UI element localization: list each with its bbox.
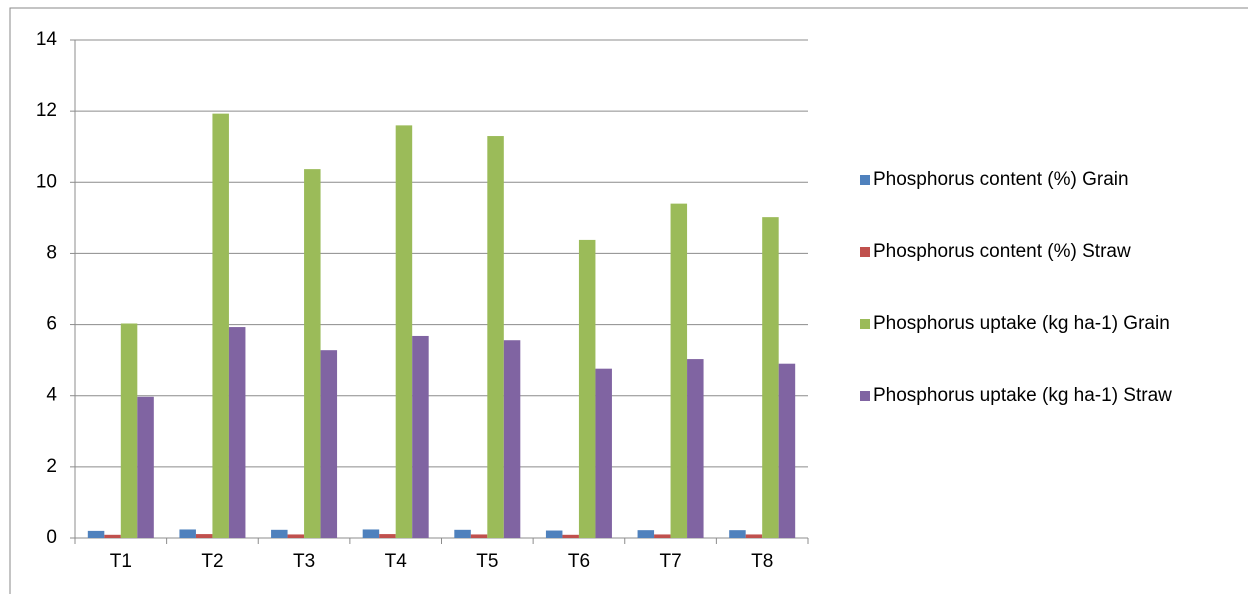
- x-tick-label: T1: [110, 551, 132, 572]
- x-tick-label: T8: [751, 551, 773, 572]
- x-tick-label: T4: [385, 551, 408, 572]
- bar: [120, 323, 138, 538]
- bar: [637, 530, 655, 538]
- bar: [212, 113, 229, 538]
- legend-swatch: [860, 391, 870, 401]
- legend-item: Phosphorus content (%) Grain: [860, 168, 1235, 192]
- bar: [545, 530, 563, 538]
- bar: [778, 363, 796, 538]
- bar: [562, 534, 579, 538]
- bar: [745, 534, 763, 538]
- x-tick-label: T5: [476, 551, 498, 572]
- bar: [195, 534, 213, 538]
- legend-label: Phosphorus content (%) Straw: [873, 241, 1131, 262]
- bar: [271, 529, 288, 538]
- legend-swatch: [860, 319, 870, 329]
- bar: [287, 534, 305, 538]
- y-tick-label: 12: [36, 100, 57, 121]
- bar: [595, 368, 612, 538]
- bar: [379, 534, 396, 538]
- bar: [670, 203, 688, 538]
- x-tick-label: T7: [659, 551, 681, 572]
- bar: [470, 534, 488, 538]
- y-tick-label: 10: [36, 171, 57, 192]
- bar: [395, 125, 413, 538]
- y-tick-label: 14: [36, 29, 58, 50]
- bar: [179, 529, 196, 538]
- legend-label: Phosphorus uptake (kg ha-1) Straw: [873, 385, 1172, 406]
- bar: [320, 350, 338, 538]
- bar: [412, 335, 429, 538]
- bar: [362, 529, 380, 538]
- y-tick-label: 0: [46, 527, 57, 548]
- y-tick-label: 2: [46, 456, 57, 477]
- bar: [762, 217, 779, 538]
- bar: [104, 534, 121, 538]
- bar: [687, 359, 704, 538]
- x-tick-label: T6: [568, 551, 590, 572]
- bar: [304, 169, 321, 539]
- legend-item: Phosphorus content (%) Straw: [860, 240, 1235, 264]
- legend-swatch: [860, 247, 870, 257]
- y-tick-label: 4: [46, 385, 57, 406]
- bar: [503, 340, 521, 538]
- bar: [729, 530, 746, 538]
- legend-item: Phosphorus uptake (kg ha-1) Straw: [860, 384, 1235, 408]
- legend-swatch: [860, 175, 870, 185]
- bar: [487, 136, 504, 539]
- bar: [228, 327, 246, 538]
- bar: [654, 534, 671, 538]
- legend-label: Phosphorus content (%) Grain: [873, 169, 1129, 190]
- y-tick-label: 8: [46, 242, 57, 263]
- y-tick-label: 6: [46, 314, 57, 335]
- chart-border: [9, 7, 1248, 594]
- x-tick-label: T2: [201, 551, 223, 572]
- bar: [137, 396, 154, 538]
- bar: [87, 530, 105, 538]
- bar: [454, 529, 471, 538]
- legend-item: Phosphorus uptake (kg ha-1) Grain: [860, 312, 1235, 336]
- x-tick-label: T3: [293, 551, 315, 572]
- bar: [578, 239, 596, 538]
- legend-label: Phosphorus uptake (kg ha-1) Grain: [873, 313, 1170, 334]
